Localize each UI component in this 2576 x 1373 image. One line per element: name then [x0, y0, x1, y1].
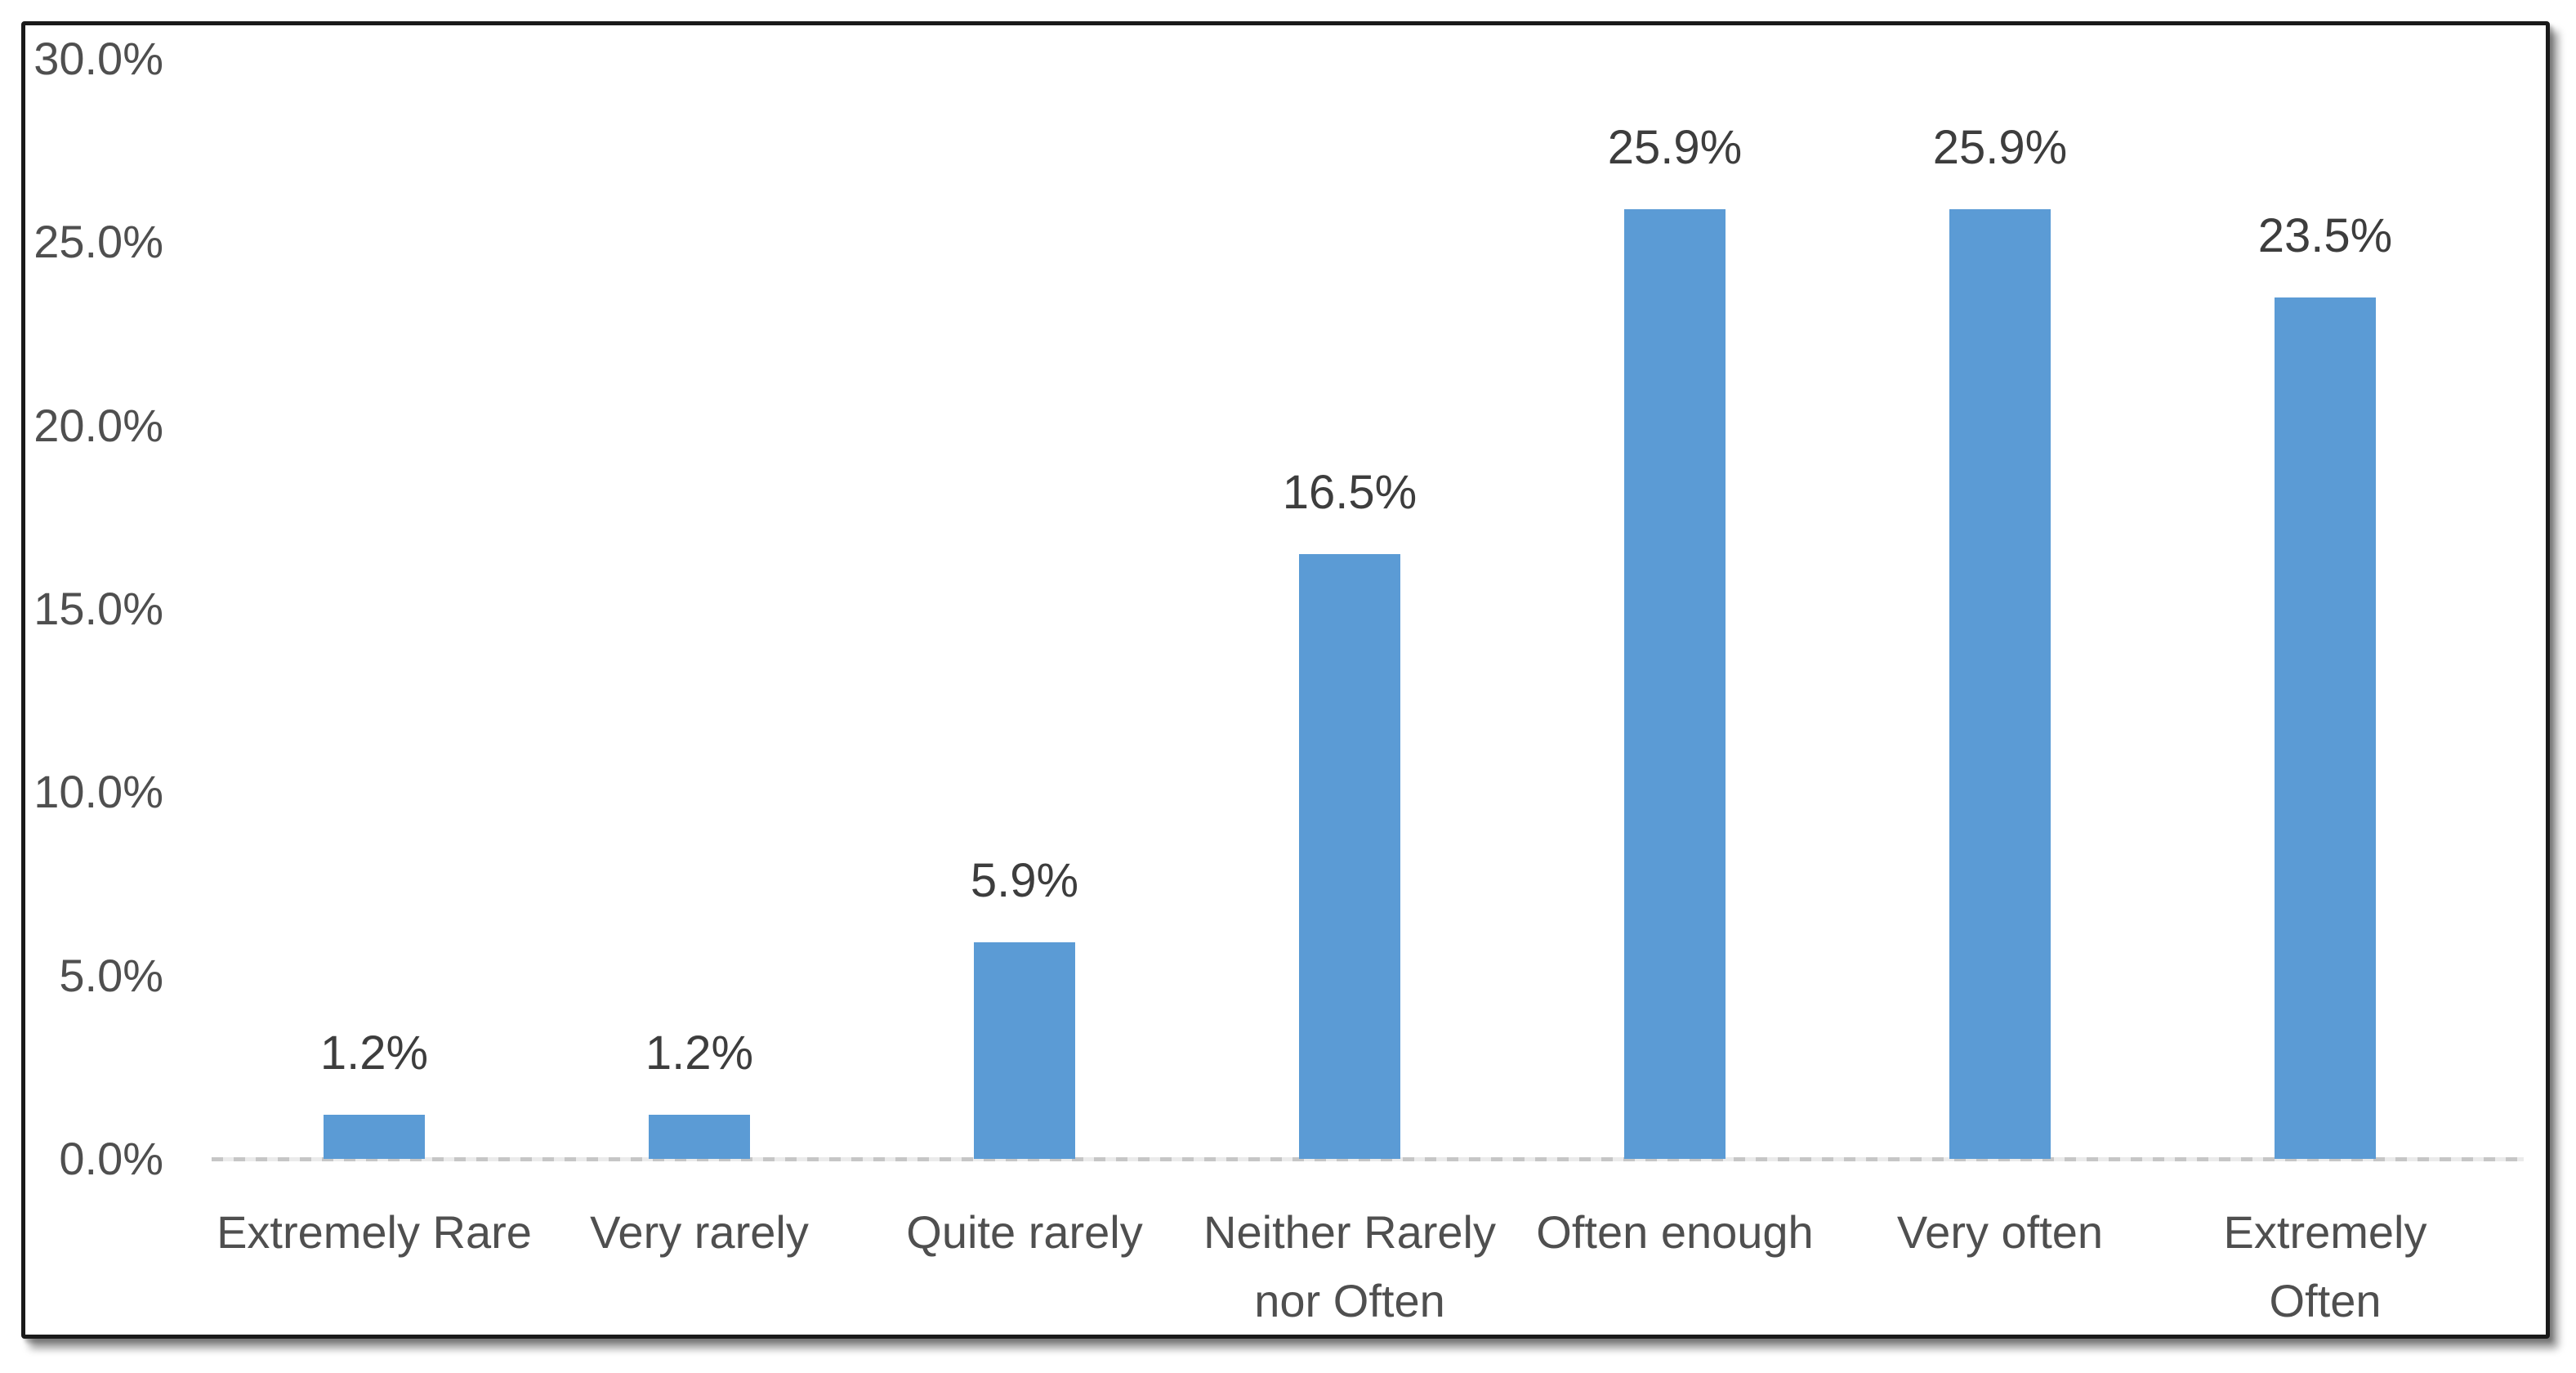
x-category-label: Very rarely: [590, 1206, 809, 1258]
bar: [324, 1115, 425, 1159]
bar-value-label: 23.5%: [2257, 208, 2393, 262]
bar: [1624, 208, 1726, 1159]
x-category-label: Extremely Rare: [217, 1206, 532, 1258]
y-axis-tick-label: 0.0%: [59, 1133, 163, 1184]
x-category-label: Extremely Often: [2223, 1206, 2427, 1326]
bar: [974, 942, 1075, 1159]
bar-value-label: 1.2%: [319, 1026, 429, 1080]
x-axis-baseline: [212, 1157, 2524, 1161]
bar: [2275, 297, 2376, 1159]
y-axis-tick-label: 15.0%: [33, 583, 163, 634]
x-category-label: Neither Rarely nor Often: [1203, 1206, 1496, 1326]
bar: [1299, 553, 1400, 1159]
bar-value-label: 25.9%: [1932, 120, 2068, 174]
x-category-label: Quite rarely: [906, 1206, 1143, 1258]
bar: [1949, 208, 2051, 1159]
y-axis-tick-label: 5.0%: [59, 949, 163, 1001]
y-axis-tick-label: 10.0%: [33, 766, 163, 818]
bar-value-label: 16.5%: [1282, 465, 1417, 519]
y-axis-tick-label: 30.0%: [33, 33, 163, 84]
x-category-label: Often enough: [1536, 1206, 1814, 1258]
bar-value-label: 25.9%: [1607, 120, 1743, 174]
x-category-label: Very often: [1896, 1206, 2104, 1258]
chart-frame: 30.0% 25.0% 20.0% 15.0% 10.0% 5.0% 0.0% 1.2% Ext…: [21, 21, 2550, 1339]
bar-value-label: 1.2%: [645, 1026, 754, 1080]
bar: [649, 1115, 750, 1159]
plot-area: 30.0% 25.0% 20.0% 15.0% 10.0% 5.0% 0.0% 1.2% Ext…: [25, 25, 2546, 1335]
y-axis-tick-label: 25.0%: [33, 216, 163, 268]
bar-value-label: 5.9%: [970, 854, 1079, 908]
y-axis-tick-label: 20.0%: [33, 399, 163, 451]
